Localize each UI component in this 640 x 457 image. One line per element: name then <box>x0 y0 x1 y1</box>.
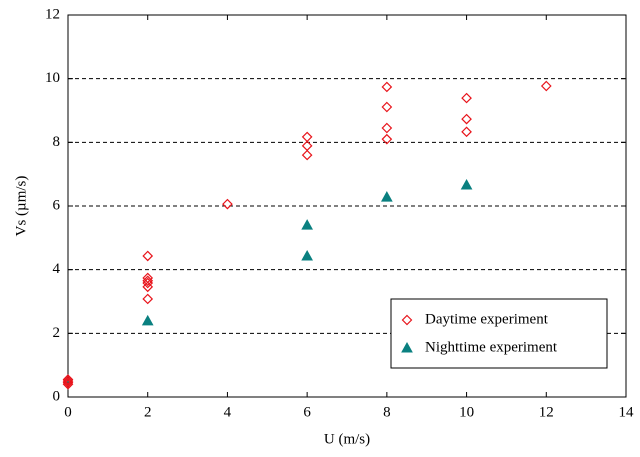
y-tick-label: 12 <box>45 6 60 22</box>
data-point <box>62 375 74 387</box>
data-point <box>222 198 233 210</box>
y-tick-label: 6 <box>53 197 61 213</box>
y-tick-label: 10 <box>45 70 60 86</box>
data-point <box>381 133 393 145</box>
legend-marker <box>401 341 413 353</box>
data-point <box>142 293 154 305</box>
data-point <box>141 314 154 326</box>
data-point <box>142 250 154 262</box>
x-tick-label: 8 <box>383 404 391 420</box>
y-tick-label: 4 <box>53 261 61 277</box>
data-point <box>301 219 313 230</box>
x-tick-label: 14 <box>619 404 635 420</box>
data-point <box>301 249 313 261</box>
x-tick-label: 0 <box>64 404 72 420</box>
data-point <box>461 92 472 104</box>
data-point <box>381 101 393 113</box>
data-point <box>461 113 472 125</box>
legend-label: Daytime experiment <box>425 311 549 327</box>
data-point <box>142 277 154 289</box>
data-point <box>381 191 393 202</box>
data-point <box>142 281 154 293</box>
data-point <box>301 131 313 143</box>
data-point <box>540 80 552 92</box>
data-point <box>62 374 74 385</box>
data-point <box>460 178 473 190</box>
x-tick-label: 2 <box>144 404 152 420</box>
x-tick-label: 4 <box>224 404 232 420</box>
legend-label: Nighttime experiment <box>425 339 558 355</box>
data-point <box>301 149 313 161</box>
data-point <box>461 126 472 138</box>
data-point <box>381 81 393 93</box>
legend-box <box>390 298 608 369</box>
y-tick-label: 0 <box>53 388 61 404</box>
x-tick-label: 6 <box>303 404 311 420</box>
data-point <box>381 122 393 134</box>
y-tick-label: 2 <box>53 325 61 341</box>
x-axis-label: U (m/s) <box>324 431 370 447</box>
x-tick-label: 10 <box>459 404 474 420</box>
y-tick-label: 8 <box>53 134 61 150</box>
y-axis-label: Vs (µm/s) <box>13 176 29 237</box>
data-point <box>142 275 154 287</box>
plot-frame <box>67 14 627 398</box>
x-tick-label: 12 <box>539 404 554 420</box>
legend-marker <box>401 314 413 326</box>
